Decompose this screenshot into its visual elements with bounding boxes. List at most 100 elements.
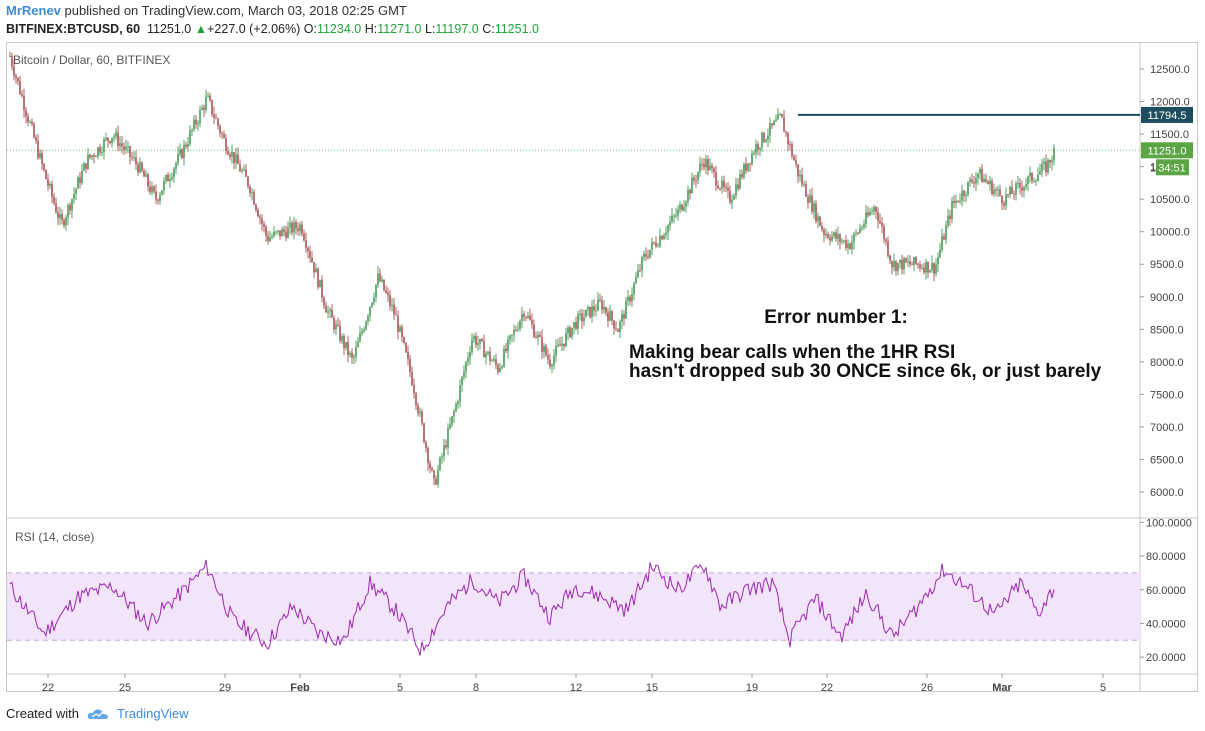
author-link[interactable]: MrRenev	[6, 3, 61, 18]
candle-body	[785, 131, 787, 134]
candle-body	[45, 170, 47, 180]
candle-body	[669, 221, 671, 226]
candle-body	[597, 299, 599, 311]
candle-body	[611, 311, 613, 321]
candle-body	[151, 186, 153, 193]
candle-body	[737, 184, 739, 189]
candle-body	[869, 212, 871, 216]
candle-body	[783, 117, 785, 132]
candle-body	[335, 324, 337, 330]
candle-body	[913, 257, 915, 265]
candle-body	[959, 200, 961, 202]
candle-body	[905, 258, 907, 263]
time-tick-label: 26	[921, 682, 933, 694]
candle-body	[317, 268, 319, 288]
candle-body	[229, 154, 231, 157]
change-text: +227.0 (+2.06%)	[207, 22, 301, 36]
candle-body	[251, 192, 253, 194]
candle-body	[987, 181, 989, 185]
time-tick-label: 5	[1100, 682, 1106, 694]
candle-body	[685, 201, 687, 207]
candle-body	[277, 230, 279, 232]
candle-body	[157, 199, 159, 201]
candle-body	[467, 357, 469, 363]
candle-body	[171, 176, 173, 180]
candle-body	[851, 241, 853, 250]
candle-body	[101, 152, 103, 154]
candle-body	[633, 283, 635, 295]
candle-body	[841, 241, 843, 243]
candle-body	[377, 273, 379, 285]
candle-body	[977, 173, 979, 178]
candle-body	[699, 163, 701, 173]
candle-body	[11, 56, 13, 67]
candle-body	[279, 230, 281, 237]
candle-body	[709, 165, 711, 171]
candle-body	[81, 170, 83, 184]
candle-body	[799, 174, 801, 177]
rsi-tick-label: 40.0000	[1146, 618, 1186, 630]
candle-body	[321, 279, 323, 298]
candle-body	[51, 184, 53, 197]
candle-body	[257, 209, 259, 217]
candle-body	[663, 235, 665, 240]
candle-body	[391, 304, 393, 306]
candle-body	[707, 159, 709, 171]
candle-body	[231, 152, 233, 157]
candle-body	[723, 180, 725, 188]
candle-body	[261, 218, 263, 224]
candle-body	[1029, 172, 1031, 177]
candle-body	[331, 309, 333, 318]
candle-body	[555, 345, 557, 356]
candle-body	[805, 183, 807, 197]
published-text: published on TradingView.com, March 03, …	[64, 3, 407, 18]
candle-body	[885, 239, 887, 242]
time-tick-label: Mar	[992, 682, 1012, 694]
last-price-tag	[1141, 142, 1193, 159]
candle-body	[643, 253, 645, 258]
candle-body	[187, 144, 189, 147]
candle-body	[139, 162, 141, 173]
rsi-tick-label: 20.0000	[1146, 652, 1186, 664]
close-label: C:	[482, 22, 495, 36]
candle-body	[899, 259, 901, 264]
candle-body	[963, 190, 965, 196]
candle-body	[211, 100, 213, 115]
tradingview-link[interactable]: TradingView	[116, 706, 189, 721]
open-value: 11234.0	[316, 22, 362, 36]
candle-body	[163, 180, 165, 191]
candle-body	[857, 232, 859, 234]
candle-body	[981, 168, 983, 183]
candle-body	[859, 228, 861, 233]
candle-body	[429, 463, 431, 469]
candle-body	[797, 164, 799, 177]
candle-body	[909, 261, 911, 265]
candle-body	[503, 348, 505, 367]
candle-body	[399, 326, 401, 332]
candle-body	[497, 364, 499, 372]
candle-body	[505, 348, 507, 352]
candle-body	[561, 343, 563, 346]
candle-body	[289, 222, 291, 228]
candle-body	[849, 243, 851, 250]
candle-body	[165, 175, 167, 181]
candle-body	[621, 314, 623, 322]
candle-body	[871, 211, 873, 213]
candle-body	[1021, 187, 1023, 191]
candle-body	[741, 174, 743, 178]
candle-body	[249, 186, 251, 193]
candle-body	[993, 189, 995, 195]
candle-body	[57, 212, 59, 219]
candle-body	[831, 235, 833, 241]
candle-body	[675, 215, 677, 217]
candle-body	[711, 165, 713, 169]
candle-body	[1017, 182, 1019, 184]
time-tick-label: 25	[119, 682, 131, 694]
candle-body	[939, 249, 941, 258]
candle-body	[853, 233, 855, 242]
candle-body	[777, 114, 779, 120]
candle-body	[705, 159, 707, 168]
candle-body	[339, 325, 341, 341]
candle-body	[463, 371, 465, 378]
